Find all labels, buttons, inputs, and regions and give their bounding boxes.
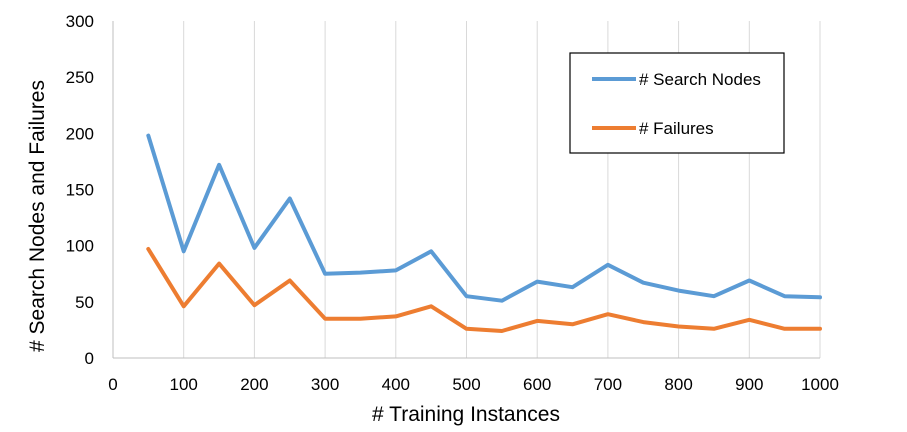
point-failures-200 [252, 303, 256, 307]
x-tick-labels: 0 100 200 300 400 500 600 700 800 900 1000 [108, 375, 839, 394]
point-search-nodes-700 [606, 263, 610, 267]
point-search-nodes-300 [323, 272, 327, 276]
y-tick-label-150: 150 [66, 181, 94, 200]
point-search-nodes-450 [429, 249, 433, 253]
point-failures-750 [641, 320, 645, 324]
y-tick-label-50: 50 [75, 293, 94, 312]
x-tick-label-400: 400 [382, 375, 410, 394]
x-axis-title: # Training Instances [372, 403, 560, 426]
y-tick-labels: 0 50 100 150 200 250 300 [66, 12, 94, 368]
point-search-nodes-600 [535, 280, 539, 284]
point-failures-150 [217, 262, 221, 266]
point-search-nodes-550 [500, 299, 504, 303]
axes [112, 21, 820, 359]
y-tick-label-100: 100 [66, 237, 94, 256]
x-tick-label-800: 800 [664, 375, 692, 394]
x-tick-label-100: 100 [170, 375, 198, 394]
y-tick-label-0: 0 [85, 349, 94, 368]
series-failures [146, 247, 822, 333]
point-failures-600 [535, 319, 539, 323]
legend-label-search-nodes: # Search Nodes [639, 70, 761, 89]
point-failures-300 [323, 317, 327, 321]
point-failures-800 [677, 325, 681, 329]
x-tick-label-900: 900 [735, 375, 763, 394]
point-search-nodes-650 [571, 285, 575, 289]
x-tick-label-300: 300 [311, 375, 339, 394]
series-line-failures [146, 247, 822, 333]
x-tick-label-1000: 1000 [801, 375, 839, 394]
y-tick-label-300: 300 [66, 12, 94, 31]
legend: # Search Nodes # Failures [569, 52, 785, 154]
series-line-search-nodes [146, 133, 822, 303]
x-tick-label-0: 0 [108, 375, 117, 394]
point-failures-1000 [818, 327, 822, 331]
point-failures-100 [182, 304, 186, 308]
point-search-nodes-1000 [818, 295, 822, 299]
point-failures-950 [783, 327, 787, 331]
point-search-nodes-750 [641, 281, 645, 285]
point-search-nodes-350 [358, 271, 362, 275]
point-search-nodes-400 [394, 268, 398, 272]
x-tick-label-700: 700 [594, 375, 622, 394]
point-search-nodes-800 [677, 289, 681, 293]
y-tick-label-200: 200 [66, 124, 94, 143]
point-failures-350 [358, 317, 362, 321]
point-search-nodes-900 [747, 278, 751, 282]
point-search-nodes-950 [783, 294, 787, 298]
y-tick-label-250: 250 [66, 68, 94, 87]
point-failures-650 [571, 322, 575, 326]
point-search-nodes-50 [146, 134, 150, 138]
point-failures-400 [394, 314, 398, 318]
point-search-nodes-500 [465, 294, 469, 298]
point-failures-850 [712, 327, 716, 331]
point-failures-700 [606, 312, 610, 316]
x-tick-label-600: 600 [523, 375, 551, 394]
point-failures-900 [747, 318, 751, 322]
point-failures-550 [500, 329, 504, 333]
legend-box [569, 52, 785, 154]
series-lines [146, 133, 822, 333]
x-tick-label-500: 500 [452, 375, 480, 394]
x-tick-label-200: 200 [240, 375, 268, 394]
legend-label-failures: # Failures [639, 119, 714, 138]
point-search-nodes-150 [217, 163, 221, 167]
point-search-nodes-850 [712, 294, 716, 298]
series-search-nodes [146, 133, 822, 303]
point-failures-50 [146, 247, 150, 251]
point-failures-500 [465, 327, 469, 331]
point-search-nodes-200 [252, 246, 256, 250]
point-search-nodes-250 [288, 196, 292, 200]
point-failures-450 [429, 304, 433, 308]
point-search-nodes-100 [182, 249, 186, 253]
point-failures-250 [288, 278, 292, 282]
y-axis-title: # Search Nodes and Failures [26, 80, 49, 352]
